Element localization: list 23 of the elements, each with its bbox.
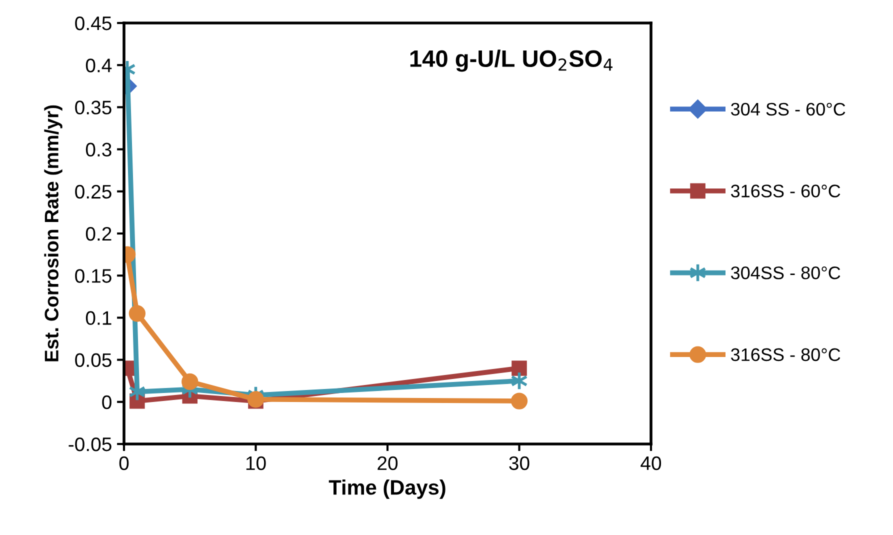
y-axis-title: Est. Corrosion Rate (mm/yr) bbox=[44, 105, 62, 362]
y-tick-label: 0.2 bbox=[86, 226, 112, 241]
x-tick-label: 0 bbox=[119, 456, 129, 470]
y-tick-label: 0.35 bbox=[75, 100, 112, 114]
x-tick-label: 40 bbox=[640, 456, 662, 470]
y-tick-label: 0.4 bbox=[86, 58, 112, 72]
y-tick-label: 0.3 bbox=[86, 142, 112, 157]
y-tick-label: 0 bbox=[102, 395, 112, 410]
legend-label: 304 SS - 60°C bbox=[730, 102, 846, 116]
legend-label: 304SS - 80°C bbox=[730, 266, 840, 280]
y-tick-label: 0.1 bbox=[86, 311, 112, 325]
y-tick-label: -0.05 bbox=[68, 437, 112, 452]
x-tick-label: 30 bbox=[509, 456, 530, 470]
x-tick-label: 20 bbox=[378, 456, 398, 470]
y-tick-label: 0.45 bbox=[75, 16, 112, 30]
legend-label: 316SS - 60°C bbox=[730, 184, 840, 198]
legend-label: 316SS - 80°C bbox=[730, 348, 840, 362]
y-tick-label: 0.15 bbox=[75, 269, 112, 283]
text: 140 g-U/L UO$_{2}$SO$_{4}$ bbox=[410, 50, 612, 72]
y-tick-label: 0.25 bbox=[75, 184, 112, 199]
x-tick-label: 10 bbox=[246, 456, 266, 470]
x-axis-title: Time (Days) bbox=[328, 479, 446, 499]
y-tick-label: 0.05 bbox=[75, 353, 112, 368]
